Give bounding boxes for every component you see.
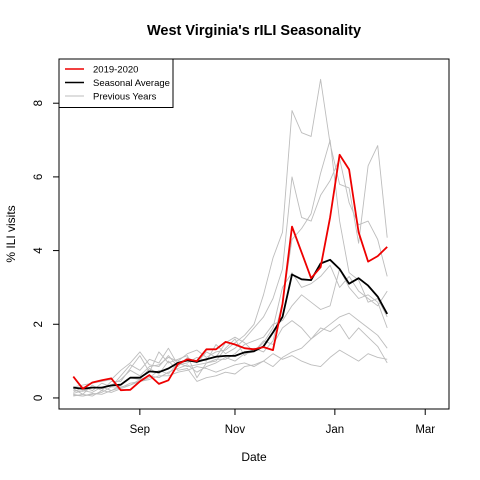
previous-years-series bbox=[73, 79, 387, 396]
y-tick-label: 6 bbox=[33, 174, 45, 180]
y-axis-label: % ILI visits bbox=[4, 205, 18, 262]
highlight-series bbox=[73, 155, 387, 390]
legend-label: Seasonal Average bbox=[93, 78, 170, 89]
y-tick-label: 0 bbox=[33, 395, 45, 401]
x-tick-label: Sep bbox=[130, 424, 150, 436]
chart-title: West Virginia's rILI Seasonality bbox=[147, 23, 361, 39]
plot-frame bbox=[59, 59, 449, 409]
x-tick-label: Nov bbox=[225, 424, 246, 436]
x-tick-label: Mar bbox=[415, 424, 435, 436]
legend: 2019-2020 Seasonal Average Previous Years bbox=[59, 59, 173, 108]
series-line-current-0 bbox=[73, 155, 387, 390]
legend-label: 2019-2020 bbox=[93, 65, 138, 76]
y-tick-label: 4 bbox=[33, 247, 45, 254]
x-tick-label: Jan bbox=[326, 424, 345, 436]
y-tick-label: 2 bbox=[33, 321, 45, 327]
x-axis-label: Date bbox=[241, 450, 267, 464]
series-line-previous-2 bbox=[73, 79, 387, 391]
series-line-previous-3 bbox=[73, 159, 387, 393]
y-tick-label: 8 bbox=[33, 100, 45, 106]
series-line-average-1 bbox=[73, 260, 387, 389]
legend-label: Previous Years bbox=[93, 92, 157, 103]
series-line-previous-5 bbox=[73, 265, 387, 387]
series-line-previous-6 bbox=[73, 269, 387, 396]
